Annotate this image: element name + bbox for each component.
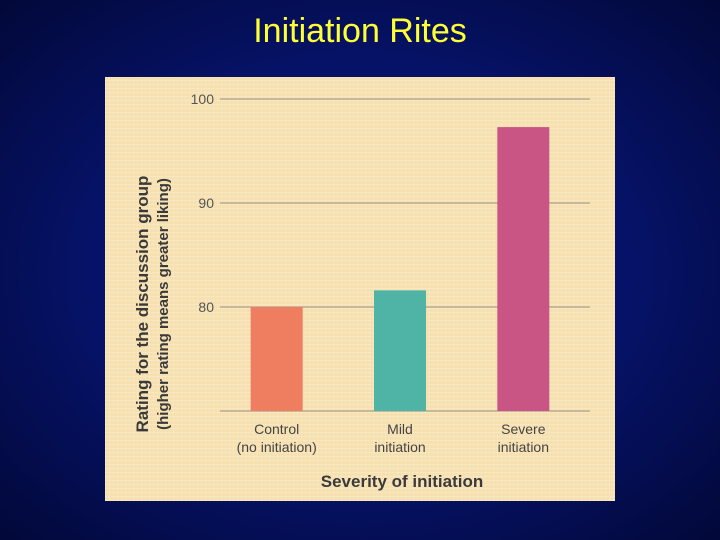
x-category-label: Severe (501, 421, 546, 437)
x-category-label: Mild (387, 421, 413, 437)
x-category-label: initiation (498, 439, 549, 455)
bars (250, 127, 550, 411)
bar (497, 127, 550, 411)
x-category-label: initiation (374, 439, 425, 455)
y-tick-label: 90 (198, 195, 214, 211)
y-tick-label: 80 (198, 299, 214, 315)
y-tick-labels: 80 90 100 (191, 91, 215, 315)
chart-canvas: 80 90 100 Control (no initiation) Mild initia… (133, 91, 590, 491)
bar (250, 307, 303, 411)
y-axis-title-line-1: Rating for the discussion group (133, 176, 152, 433)
y-axis-title: Rating for the discussion group (higher … (133, 176, 172, 433)
slide-title: Initiation Rites (253, 12, 467, 50)
bar-chart: 80 90 100 Control (no initiation) Mild initia… (105, 77, 615, 501)
x-category-labels: Control (no initiation) Mild initiation Seve… (237, 421, 549, 455)
y-tick-label: 100 (191, 91, 215, 107)
y-axis-title-line-2: (higher rating means greater liking) (155, 178, 172, 430)
x-axis-title: Severity of initiation (321, 472, 483, 491)
x-category-label: (no initiation) (237, 439, 317, 455)
bar (374, 290, 426, 411)
x-category-label: Control (254, 421, 299, 437)
